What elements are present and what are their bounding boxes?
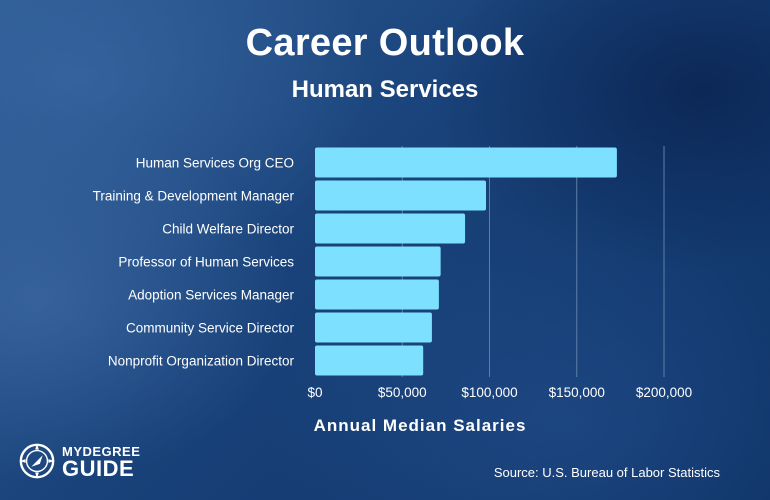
bar	[315, 213, 466, 244]
compass-icon	[19, 443, 55, 479]
x-axis-label: Annual Median Salaries	[313, 416, 527, 435]
category-label: Human Services Org CEO	[136, 156, 294, 171]
source-note: Source: U.S. Bureau of Labor Statistics	[493, 465, 720, 480]
category-label: Training & Development Manager	[93, 189, 295, 204]
bar	[315, 180, 487, 211]
bar	[315, 246, 441, 277]
bar	[315, 312, 432, 343]
category-label: Professor of Human Services	[118, 255, 294, 270]
category-label: Nonprofit Organization Director	[108, 354, 295, 369]
mydegreeguide-logo: MYDEGREE GUIDE	[18, 440, 158, 484]
x-tick-label: $200,000	[636, 385, 692, 400]
category-label: Child Welfare Director	[162, 222, 294, 237]
x-tick-label: $100,000	[461, 385, 517, 400]
bar	[315, 147, 617, 178]
bar	[315, 279, 439, 310]
category-label: Adoption Services Manager	[128, 288, 294, 303]
category-label: Community Service Director	[126, 321, 295, 336]
x-tick-label: $50,000	[378, 385, 427, 400]
logo-text-bottom: GUIDE	[62, 456, 135, 481]
chart-title: Career Outlook	[245, 22, 525, 64]
chart-subtitle: Human Services	[291, 76, 479, 103]
x-tick-label: $150,000	[549, 385, 605, 400]
logo-text-top: MYDEGREE	[62, 444, 141, 459]
x-tick-label: $0	[307, 385, 322, 400]
bar	[315, 345, 424, 376]
